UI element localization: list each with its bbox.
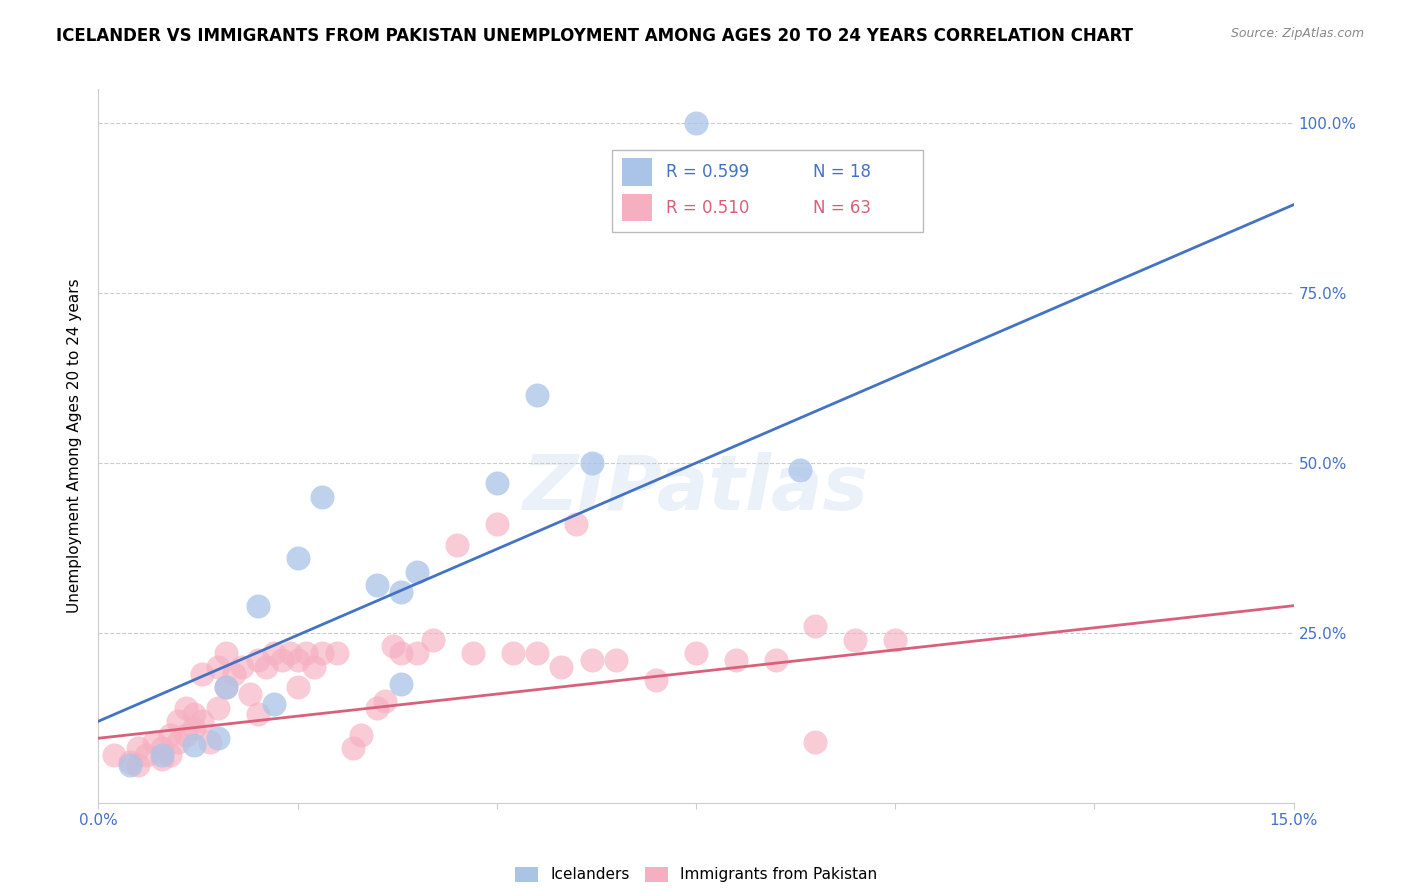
Point <box>685 116 707 130</box>
Point <box>406 565 429 579</box>
Point <box>374 694 396 708</box>
Point <box>198 734 221 748</box>
Point <box>222 666 245 681</box>
Point <box>159 728 181 742</box>
Point <box>461 646 484 660</box>
Point <box>526 646 548 660</box>
Point <box>215 646 238 660</box>
Text: N = 18: N = 18 <box>813 163 872 181</box>
Text: ZIPatlas: ZIPatlas <box>523 452 869 525</box>
Point <box>382 640 405 654</box>
Point <box>215 680 238 694</box>
Legend: Icelanders, Immigrants from Pakistan: Icelanders, Immigrants from Pakistan <box>509 861 883 888</box>
Text: ICELANDER VS IMMIGRANTS FROM PAKISTAN UNEMPLOYMENT AMONG AGES 20 TO 24 YEARS COR: ICELANDER VS IMMIGRANTS FROM PAKISTAN UN… <box>56 27 1133 45</box>
Point <box>254 660 277 674</box>
Point <box>685 646 707 660</box>
Point <box>239 687 262 701</box>
Point <box>207 700 229 714</box>
Point <box>804 619 827 633</box>
Point <box>844 632 866 647</box>
Point <box>263 646 285 660</box>
Point <box>406 646 429 660</box>
Text: R = 0.510: R = 0.510 <box>666 199 749 217</box>
Point <box>159 748 181 763</box>
Point <box>278 646 301 660</box>
Text: R = 0.599: R = 0.599 <box>666 163 749 181</box>
Point <box>143 734 166 748</box>
Point <box>207 731 229 746</box>
Point <box>366 578 388 592</box>
Point <box>167 734 190 748</box>
Point <box>120 755 142 769</box>
Point <box>422 632 444 647</box>
Point <box>350 728 373 742</box>
Point <box>183 738 205 752</box>
Point <box>389 585 412 599</box>
Point <box>311 646 333 660</box>
Point <box>389 677 412 691</box>
Text: Source: ZipAtlas.com: Source: ZipAtlas.com <box>1230 27 1364 40</box>
Point <box>287 680 309 694</box>
Point <box>526 388 548 402</box>
Point <box>120 758 142 772</box>
Text: N = 63: N = 63 <box>813 199 872 217</box>
Point <box>127 758 149 772</box>
Point <box>150 748 173 763</box>
Point <box>804 734 827 748</box>
Point <box>485 476 508 491</box>
Point <box>246 707 269 722</box>
Y-axis label: Unemployment Among Ages 20 to 24 years: Unemployment Among Ages 20 to 24 years <box>67 278 83 614</box>
Bar <box>621 159 652 186</box>
Point <box>645 673 668 688</box>
Point <box>366 700 388 714</box>
Point <box>150 741 173 756</box>
Point <box>294 646 316 660</box>
Point <box>565 517 588 532</box>
Point <box>581 456 603 470</box>
Point <box>446 537 468 551</box>
Point <box>765 653 787 667</box>
Point <box>246 599 269 613</box>
Point <box>246 653 269 667</box>
Point <box>103 748 125 763</box>
Point <box>150 751 173 765</box>
Point <box>167 714 190 729</box>
Point <box>287 653 309 667</box>
Point <box>485 517 508 532</box>
Point <box>550 660 572 674</box>
Point <box>183 707 205 722</box>
Point <box>135 748 157 763</box>
Point <box>311 490 333 504</box>
Point <box>287 551 309 566</box>
Point <box>502 646 524 660</box>
Point <box>263 698 285 712</box>
Point <box>191 666 214 681</box>
Point <box>174 728 197 742</box>
Point <box>127 741 149 756</box>
Bar <box>613 150 922 232</box>
Point <box>191 714 214 729</box>
Point <box>884 632 907 647</box>
Point <box>789 463 811 477</box>
Point <box>174 700 197 714</box>
Point <box>231 660 253 674</box>
Point <box>302 660 325 674</box>
Point <box>207 660 229 674</box>
Point <box>270 653 292 667</box>
Point <box>389 646 412 660</box>
Point <box>342 741 364 756</box>
Bar <box>621 194 652 221</box>
Point <box>605 653 627 667</box>
Point <box>724 653 747 667</box>
Point <box>183 721 205 735</box>
Point <box>326 646 349 660</box>
Point <box>581 653 603 667</box>
Point <box>215 680 238 694</box>
